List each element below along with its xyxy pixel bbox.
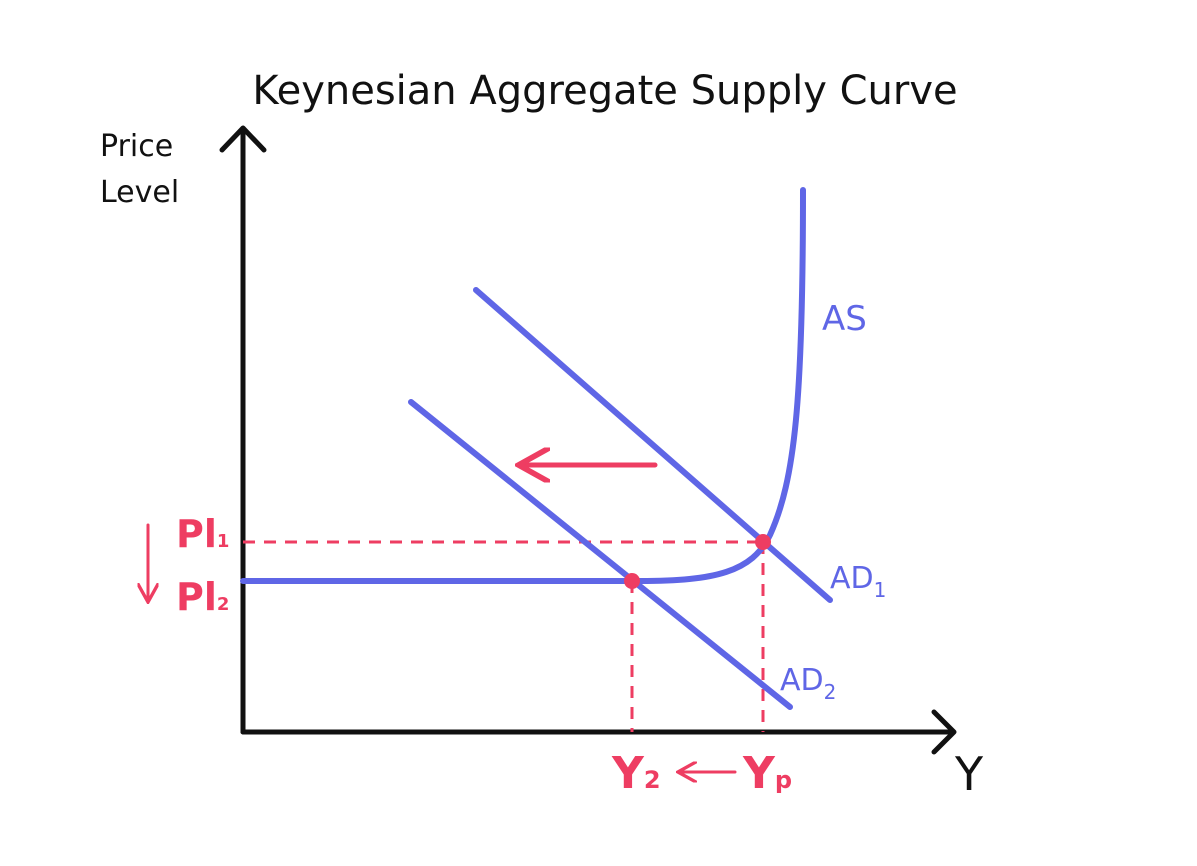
pl1-text: Pl xyxy=(176,512,217,556)
x-axis-label: Y xyxy=(954,747,984,801)
y2-sub: 2 xyxy=(644,766,661,794)
y-axis-label: Price Level xyxy=(100,129,180,210)
x-axis xyxy=(240,709,957,755)
pl2-label: Pl2 xyxy=(176,575,229,619)
equilibrium-1 xyxy=(755,534,771,550)
yp-text: Y xyxy=(742,748,776,799)
y2-label: Y2 xyxy=(611,748,661,799)
y2-text: Y xyxy=(611,748,645,799)
ad1-curve xyxy=(473,287,833,603)
ad2-curve xyxy=(408,399,793,710)
title: Keynesian Aggregate Supply Curve xyxy=(252,68,958,114)
pl1-label: Pl1 xyxy=(176,512,229,556)
as-label: AS xyxy=(822,299,867,339)
ad1-label: AD1 xyxy=(830,561,886,602)
equilibrium-2 xyxy=(624,573,640,589)
yp-sub: p xyxy=(775,766,792,794)
guides xyxy=(243,540,765,732)
y-axis xyxy=(219,125,267,735)
pl2-sub: 2 xyxy=(217,594,230,615)
ad2-label: AD2 xyxy=(780,663,836,704)
pl2-text: Pl xyxy=(176,575,217,619)
ad2-text: AD xyxy=(780,663,824,698)
ad1-sub: 1 xyxy=(874,578,887,602)
pl1-sub: 1 xyxy=(217,531,230,552)
ad2-sub: 2 xyxy=(824,680,837,704)
ad1-text: AD xyxy=(830,561,874,596)
yp-label: Yp xyxy=(742,748,792,799)
as-curve xyxy=(240,187,806,584)
